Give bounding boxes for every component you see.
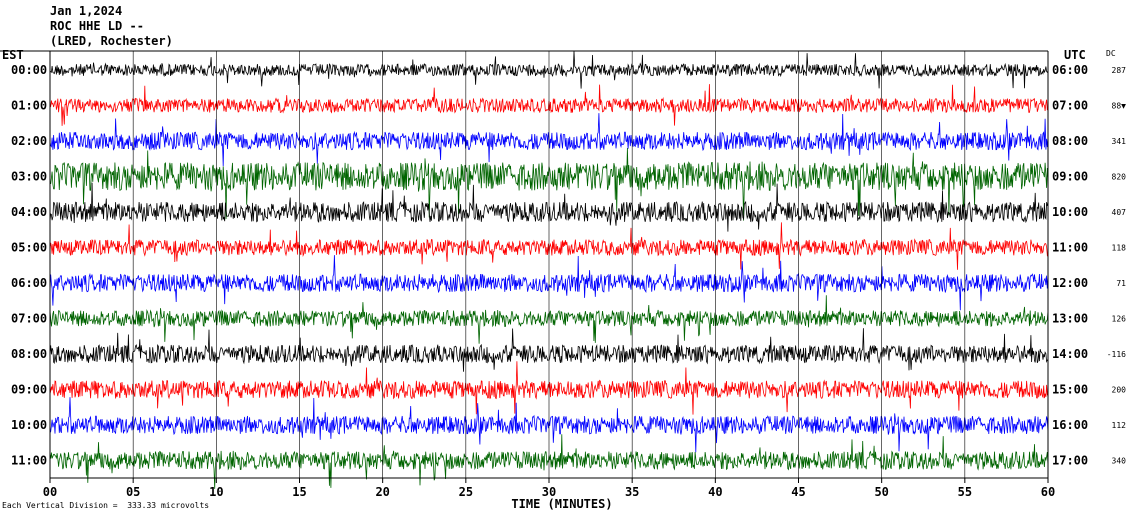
label-layer: 00:00 06:00 287 01:00 07:00 88▼ 02:00 08:00 341 0…: [11, 63, 1126, 511]
est-hour-label: 03:00: [11, 170, 47, 184]
utc-hour-label: 14:00: [1052, 347, 1088, 361]
est-hour-label: 06:00: [11, 276, 47, 290]
dc-offset-label: 88▼: [1112, 102, 1127, 111]
x-tick-label: 10: [209, 485, 223, 499]
x-tick-label: 30: [542, 485, 556, 499]
utc-hour-label: 09:00: [1052, 170, 1088, 184]
dc-offset-label: 820: [1112, 173, 1127, 182]
x-tick-label: 40: [708, 485, 722, 499]
x-tick-label: 55: [958, 485, 972, 499]
frame-layer: [0, 50, 1049, 479]
header-station: ROC HHE LD --: [50, 19, 144, 33]
utc-hour-label: 16:00: [1052, 418, 1088, 432]
est-hour-label: 10:00: [11, 418, 47, 432]
dc-offset-label: 71: [1116, 279, 1126, 288]
dc-label: DC: [1106, 49, 1116, 58]
utc-hour-label: 10:00: [1052, 205, 1088, 219]
x-axis-title: TIME (MINUTES): [511, 497, 612, 511]
utc-hour-label: 07:00: [1052, 99, 1088, 113]
dc-offset-label: 112: [1112, 421, 1127, 430]
x-tick-label: 35: [625, 485, 639, 499]
x-tick-label: 25: [459, 485, 473, 499]
est-hour-label: 05:00: [11, 241, 47, 255]
dc-offset-label: 200: [1112, 386, 1127, 395]
est-hour-label: 04:00: [11, 205, 47, 219]
utc-hour-label: 11:00: [1052, 241, 1088, 255]
est-hour-label: 09:00: [11, 383, 47, 397]
utc-hour-label: 06:00: [1052, 63, 1088, 77]
header-location: (LRED, Rochester): [50, 34, 173, 48]
dc-offset-label: 287: [1112, 66, 1127, 75]
x-tick-label: 15: [292, 485, 306, 499]
x-tick-label: 05: [126, 485, 140, 499]
x-tick-label: 00: [43, 485, 57, 499]
utc-hour-label: 17:00: [1052, 454, 1088, 468]
est-hour-label: 01:00: [11, 99, 47, 113]
est-hour-label: 00:00: [11, 63, 47, 77]
utc-hour-label: 15:00: [1052, 383, 1088, 397]
utc-hour-label: 12:00: [1052, 276, 1088, 290]
dc-offset-label: -116: [1107, 350, 1126, 359]
est-label: EST: [2, 48, 24, 62]
utc-label: UTC: [1064, 48, 1086, 62]
dc-offset-label: 340: [1112, 457, 1127, 466]
est-hour-label: 02:00: [11, 134, 47, 148]
est-hour-label: 08:00: [11, 347, 47, 361]
footer-scale-note: Each Vertical Division = 333.33 microvol…: [2, 501, 210, 510]
utc-hour-label: 08:00: [1052, 134, 1088, 148]
x-tick-label: 20: [375, 485, 389, 499]
x-tick-label: 50: [874, 485, 888, 499]
est-hour-label: 11:00: [11, 454, 47, 468]
x-tick-label: 45: [791, 485, 805, 499]
header-date: Jan 1,2024: [50, 4, 123, 18]
dc-offset-label: 341: [1112, 137, 1127, 146]
est-hour-label: 07:00: [11, 312, 47, 326]
x-tick-label: 60: [1041, 485, 1055, 499]
dc-offset-label: 118: [1112, 244, 1127, 253]
utc-hour-label: 13:00: [1052, 312, 1088, 326]
dc-offset-label: 407: [1112, 208, 1127, 217]
grid-layer: [132, 51, 966, 478]
dc-offset-label: 126: [1112, 315, 1127, 324]
